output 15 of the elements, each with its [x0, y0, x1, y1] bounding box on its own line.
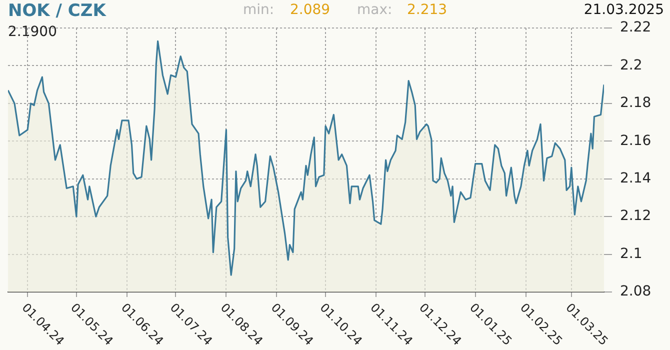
text: 2.213 — [407, 2, 448, 18]
y-tick-label: 2.08 — [620, 284, 652, 300]
y-tick-label: 2.22 — [620, 20, 652, 36]
y-tick-label: 2.1 — [620, 246, 642, 262]
text: 21.03.2025 — [584, 2, 664, 18]
y-tick-label: 2.16 — [620, 132, 652, 149]
annotation: 2.1900 — [8, 24, 57, 40]
text: 2.089 — [290, 2, 330, 18]
text: max: — [357, 2, 392, 18]
y-tick-label: 2.12 — [620, 208, 652, 224]
y-tick-label: 2.18 — [620, 95, 652, 112]
text: min: — [243, 2, 274, 18]
y-tick-label: 2.2 — [620, 57, 642, 74]
y-tick-label: 2.14 — [620, 170, 652, 186]
chart-title: NOK / CZK — [8, 1, 106, 21]
